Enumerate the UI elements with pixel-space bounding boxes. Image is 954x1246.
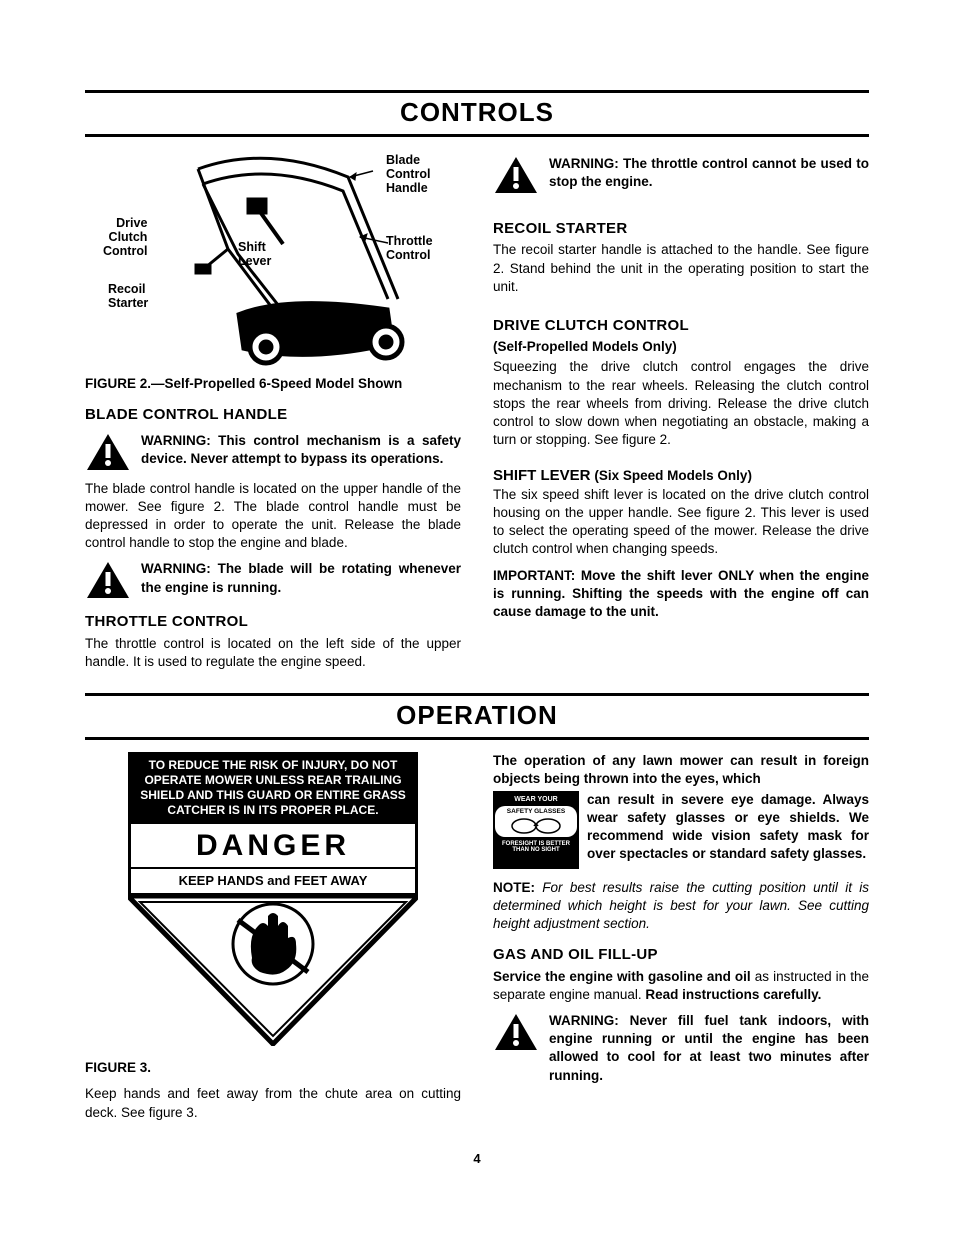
heading-shift-lever: SHIFT LEVER: [493, 467, 591, 484]
operation-columns: TO REDUCE THE RISK OF INJURY, DO NOT OPE…: [85, 752, 869, 1130]
note-body: For best results raise the cutting posit…: [493, 880, 869, 931]
shift-lever-sub: (Six Speed Models Only): [594, 468, 752, 483]
label-throttle: Throttle Control: [386, 235, 433, 263]
danger-keep: KEEP HANDS and FEET AWAY: [131, 869, 415, 894]
warning-icon: [85, 432, 131, 472]
label-drive-clutch: Drive Clutch Control: [103, 217, 147, 258]
heading-blade-control: BLADE CONTROL HANDLE: [85, 405, 461, 425]
badge-mid: SAFETY GLASSES: [495, 806, 577, 837]
heading-gas-oil: GAS AND OIL FILL-UP: [493, 945, 869, 965]
warning-blade-1-text: WARNING: This control mechanism is a saf…: [141, 432, 461, 468]
shift-lever-body: The six speed shift lever is located on …: [493, 486, 869, 559]
warning-icon: [85, 560, 131, 600]
warning-throttle-text: WARNING: The throttle control cannot be …: [549, 155, 869, 191]
danger-mid: DANGER KEEP HANDS and FEET AWAY: [128, 824, 418, 896]
figure-2-diagram: Blade Control Handle Throttle Control Dr…: [88, 149, 458, 369]
safety-glasses-badge: WEAR YOUR SAFETY GLASSES FORESIGHT IS BE…: [493, 791, 579, 869]
heading-drive-clutch: DRIVE CLUTCH CONTROL: [493, 316, 869, 336]
badge-bot: FORESIGHT IS BETTER THAN NO SIGHT: [495, 841, 577, 854]
throttle-body: The throttle control is located on the l…: [85, 635, 461, 671]
eye-safety-cont: can result in severe eye damage. Always …: [587, 791, 869, 864]
recoil-body: The recoil starter handle is attached to…: [493, 241, 869, 296]
drive-clutch-sub: (Self-Propelled Models Only): [493, 338, 869, 356]
danger-sign: TO REDUCE THE RISK OF INJURY, DO NOT OPE…: [128, 752, 418, 1051]
eye-safety-block: WEAR YOUR SAFETY GLASSES FORESIGHT IS BE…: [493, 791, 869, 869]
section-title-operation: OPERATION: [85, 693, 869, 740]
heading-recoil: RECOIL STARTER: [493, 219, 869, 239]
gas-oil-body: Service the engine with gasoline and oil…: [493, 968, 869, 1004]
shift-lever-heading-row: SHIFT LEVER (Six Speed Models Only): [493, 466, 869, 486]
eye-safety-lead: The operation of any lawn mower can resu…: [493, 752, 869, 788]
controls-columns: Blade Control Handle Throttle Control Dr…: [85, 149, 869, 679]
note-text: NOTE: For best results raise the cutting…: [493, 879, 869, 934]
controls-left-col: Blade Control Handle Throttle Control Dr…: [85, 149, 461, 679]
badge-top: WEAR YOUR: [495, 795, 577, 804]
controls-right-col: WARNING: The throttle control cannot be …: [493, 149, 869, 679]
warning-icon: [493, 155, 539, 195]
figure-3-body: Keep hands and feet away from the chute …: [85, 1085, 461, 1121]
gas-oil-bold1: Service the engine with gasoline and oil: [493, 969, 751, 984]
label-blade-control: Blade Control Handle: [386, 154, 430, 195]
danger-word: DANGER: [131, 824, 415, 869]
badge-mid-text: SAFETY GLASSES: [507, 808, 565, 815]
label-recoil: Recoil Starter: [108, 283, 148, 311]
shift-lever-important: IMPORTANT: Move the shift lever ONLY whe…: [493, 567, 869, 622]
warning-blade-1: WARNING: This control mechanism is a saf…: [85, 432, 461, 472]
warning-gas-text: WARNING: Never fill fuel tank indoors, w…: [549, 1012, 869, 1085]
warning-throttle: WARNING: The throttle control cannot be …: [493, 155, 869, 195]
warning-blade-2: WARNING: The blade will be rotating when…: [85, 560, 461, 600]
warning-icon: [493, 1012, 539, 1052]
warning-gas: WARNING: Never fill fuel tank indoors, w…: [493, 1012, 869, 1085]
blade-body: The blade control handle is located on t…: [85, 480, 461, 553]
warning-blade-2-text: WARNING: The blade will be rotating when…: [141, 560, 461, 596]
section-title-controls: CONTROLS: [85, 90, 869, 137]
label-shift-lever: Shift Lever: [238, 241, 271, 269]
operation-right-col: The operation of any lawn mower can resu…: [493, 752, 869, 1130]
figure-3-caption: FIGURE 3.: [85, 1059, 461, 1077]
glasses-icon: [506, 817, 566, 835]
figure-2-caption: FIGURE 2.—Self-Propelled 6-Speed Model S…: [85, 375, 461, 393]
danger-top-text: TO REDUCE THE RISK OF INJURY, DO NOT OPE…: [128, 752, 418, 824]
gas-oil-bold2: Read instructions carefully.: [645, 987, 821, 1002]
drive-clutch-body: Squeezing the drive clutch control engag…: [493, 358, 869, 449]
heading-throttle: THROTTLE CONTROL: [85, 612, 461, 632]
page-number: 4: [85, 1150, 869, 1168]
danger-diamond-svg: [128, 896, 418, 1046]
operation-left-col: TO REDUCE THE RISK OF INJURY, DO NOT OPE…: [85, 752, 461, 1130]
